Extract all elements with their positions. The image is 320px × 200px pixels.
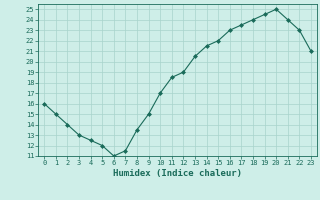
X-axis label: Humidex (Indice chaleur): Humidex (Indice chaleur)	[113, 169, 242, 178]
